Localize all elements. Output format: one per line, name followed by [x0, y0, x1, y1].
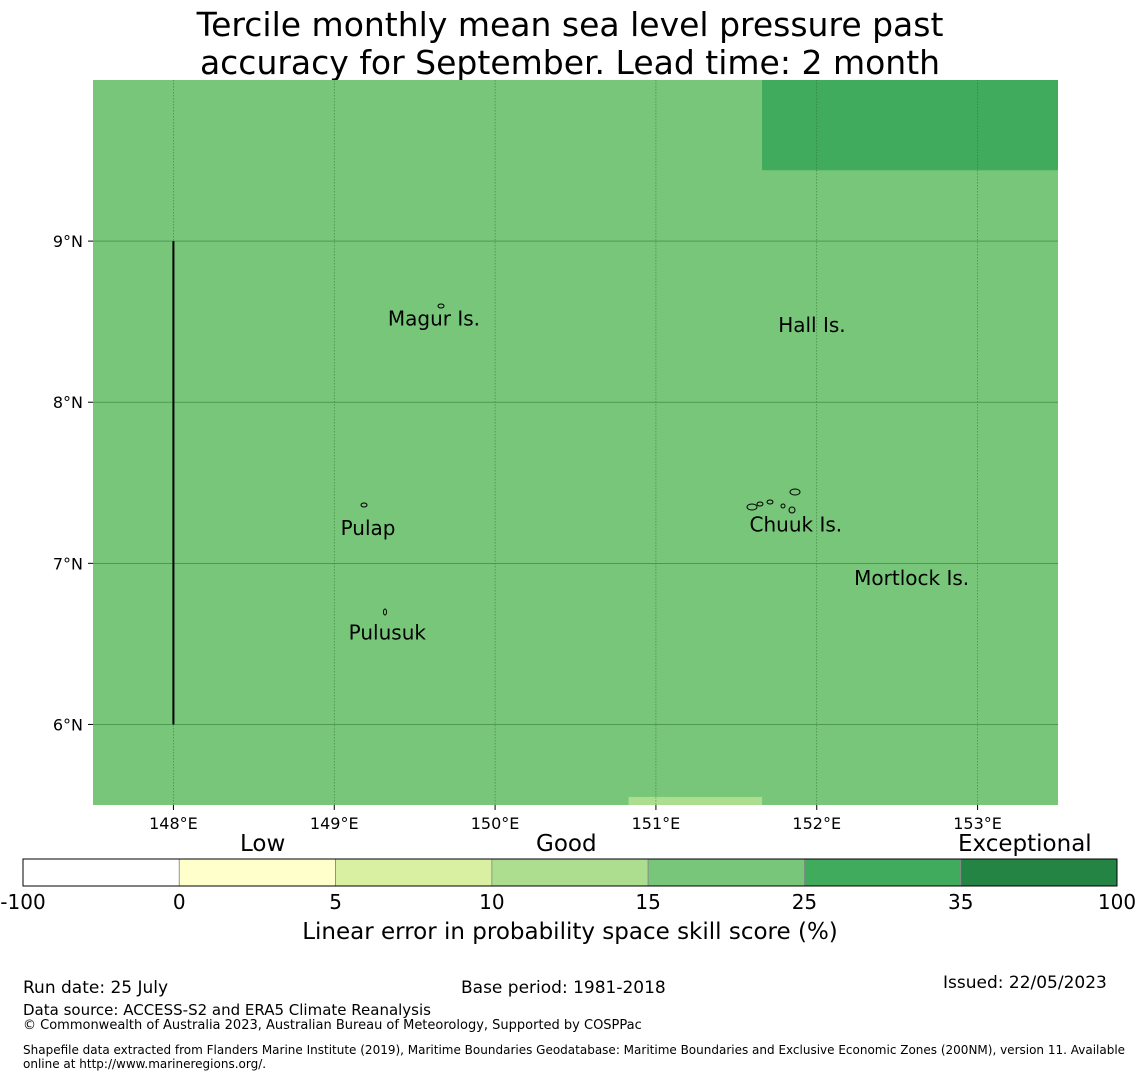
colorbar-tick-6: 35: [947, 890, 974, 914]
colorbar-tick-0: -100: [0, 890, 46, 914]
island-outline-6: [780, 503, 786, 509]
title-line-2: accuracy for September. Lead time: 2 mon…: [199, 43, 941, 82]
colorbar-good-label: Good: [536, 831, 597, 857]
lat-tick-label-1: 7°N: [53, 554, 83, 573]
place-label-2: Pulap: [341, 516, 396, 540]
colorbar-tick-5: 25: [791, 890, 818, 914]
issued-date: Issued: 22/05/2023: [943, 973, 1107, 993]
colorbar-frame: [22, 858, 1118, 887]
lon-tick-label-5: 153°E: [953, 814, 1002, 833]
place-label-4: Mortlock Is.: [854, 566, 969, 590]
lat-tick-label-2: 8°N: [53, 393, 83, 412]
colorbar-segment-1: [178, 858, 336, 887]
island-outline-7: [788, 506, 796, 514]
map-background: [93, 80, 1058, 805]
chart-title: Tercile monthly mean sea level pressure …: [0, 6, 1140, 82]
lon-tick-label-3: 151°E: [632, 814, 681, 833]
title-line-1: Tercile monthly mean sea level pressure …: [196, 5, 944, 44]
skill-patch-0: [762, 80, 1058, 171]
run-date: Run date: 25 July: [23, 978, 169, 998]
lon-tick-label-1: 149°E: [310, 814, 359, 833]
colorbar-tick-2: 5: [329, 890, 342, 914]
copyright: © Commonwealth of Australia 2023, Austra…: [23, 1018, 642, 1033]
colorbar-segment-4: [647, 858, 805, 887]
island-outline-1: [360, 502, 368, 508]
lat-tick-label-3: 9°N: [53, 232, 83, 251]
skill-patch-1: [628, 796, 763, 805]
lon-tick-label-2: 150°E: [471, 814, 520, 833]
colorbar-tick-1: 0: [172, 890, 186, 914]
colorbar-low-label: Low: [240, 831, 286, 857]
colorbar-layer: [22, 858, 1118, 887]
lon-tick-label-0: 148°E: [149, 814, 198, 833]
place-label-0: Magur Is.: [388, 306, 480, 330]
island-outline-4: [746, 503, 758, 511]
lat-tick-label-0: 6°N: [53, 715, 83, 734]
map-layer: 148°E 149°E 150°E 151°E 152°E 153°E 6°N 7°N 8°N 9…: [53, 80, 1058, 833]
colorbar-tick-7: 100: [1097, 890, 1137, 914]
base-period: Base period: 1981-2018: [461, 978, 666, 998]
colorbar-tick-4: 15: [635, 890, 661, 914]
island-outline-5: [766, 499, 774, 505]
data-source: Data source: ACCESS-S2 and ERA5 Climate …: [23, 1001, 431, 1019]
place-label-5: Pulusuk: [349, 621, 427, 645]
colorbar-segment-5: [804, 858, 962, 887]
shapefile-credit: Shapefile data extracted from Flanders M…: [23, 1043, 1126, 1071]
island-outline-2: [383, 608, 387, 616]
colorbar-exceptional-label: Exceptional: [958, 831, 1092, 857]
island-outline-8: [756, 501, 764, 507]
lon-tick-label-4: 152°E: [792, 814, 841, 833]
island-outline-3: [789, 488, 801, 496]
colorbar-segment-6: [960, 858, 1118, 887]
island-outline-0: [437, 303, 445, 309]
place-label-1: Hall Is.: [778, 313, 845, 337]
colorbar-segment-2: [335, 858, 493, 887]
colorbar-segment-0: [22, 858, 180, 887]
colorbar-title: Linear error in probability space skill …: [302, 919, 838, 945]
place-label-3: Chuuk Is.: [750, 513, 843, 537]
colorbar-segment-3: [491, 858, 649, 887]
colorbar-tick-3: 10: [479, 890, 505, 914]
